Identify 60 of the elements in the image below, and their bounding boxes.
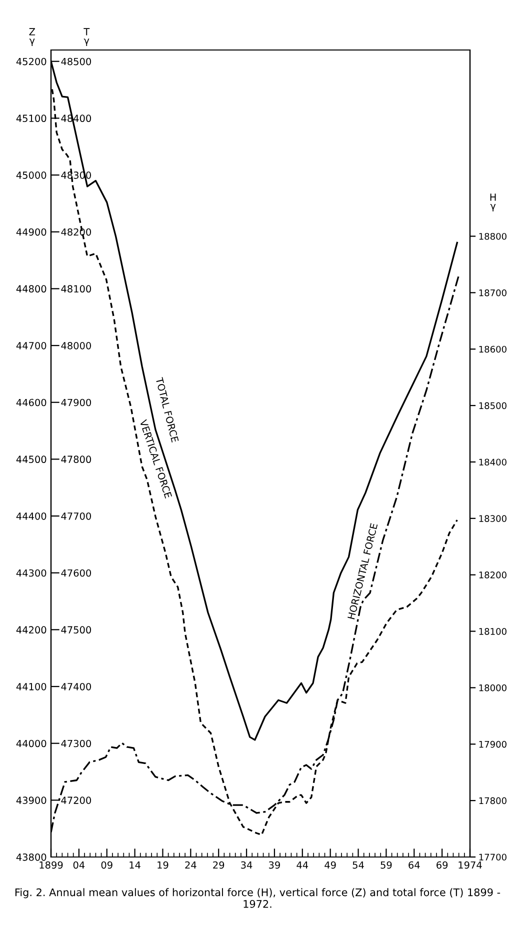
y2-tick-label: 48200 — [61, 228, 92, 236]
y-axis-title: Z γ — [29, 28, 36, 46]
y-tick-label: 44400 — [16, 512, 46, 520]
y2-tick-label: 47500 — [61, 626, 92, 634]
x-tick-label: 1974 — [458, 861, 482, 869]
y3-tick-label: 17800 — [479, 797, 506, 804]
y2-tick-label: 48500 — [61, 58, 92, 66]
y3-tick-label: 18600 — [479, 346, 506, 353]
x-tick-label: 14 — [130, 861, 140, 869]
y2-tick-label: 47400 — [61, 682, 92, 690]
x-tick-label: 49 — [324, 861, 336, 869]
x-tick-label: 69 — [436, 861, 448, 869]
y-tick-label: 44300 — [16, 569, 46, 577]
x-tick-label: 29 — [213, 861, 224, 869]
y-tick-label: 43800 — [16, 853, 46, 861]
y2-tick-label: 47600 — [61, 569, 92, 577]
y2-tick-label: 48000 — [61, 342, 92, 350]
y2-tick-label: 47200 — [61, 796, 92, 804]
y2-tick-label: 47800 — [61, 456, 92, 464]
y-tick-label: 44900 — [16, 228, 46, 236]
text: TOTAL FORCE — [156, 376, 179, 443]
x-tick-label: 64 — [408, 861, 420, 869]
y3-tick-label: 18100 — [479, 628, 506, 635]
x-tick-label: 34 — [241, 861, 252, 869]
y3-tick-label: 18700 — [479, 289, 506, 296]
x-tick-label: 24 — [185, 861, 196, 869]
y-tick-label: 44800 — [16, 285, 46, 293]
x-tick-label: 1899 — [40, 861, 63, 869]
y2-tick-label: 48100 — [61, 285, 92, 293]
y3-tick-label: 18000 — [479, 684, 506, 692]
x-tick-label: 54 — [352, 861, 364, 869]
y-tick-label: 44200 — [16, 626, 46, 634]
y3-tick-label: 18200 — [479, 572, 506, 578]
x-tick-label: 19 — [158, 861, 168, 869]
y-tick-label: 44100 — [16, 682, 46, 690]
y-tick-label: 44600 — [16, 398, 46, 406]
y-tick-label: 44700 — [16, 342, 46, 350]
y-tick-label: 45200 — [16, 58, 46, 66]
x-tick-label: 44 — [296, 861, 308, 869]
x-tick-label: 04 — [73, 861, 85, 869]
y3-axis-title: H γ — [490, 194, 496, 212]
x-tick-label: 59 — [380, 861, 392, 869]
x-tick-label: 09 — [101, 861, 112, 869]
x-tick-label: 39 — [269, 861, 280, 869]
y2-axis-title: T γ — [84, 28, 90, 46]
y-tick-label: 45100 — [16, 114, 46, 122]
y-tick-label: 44000 — [16, 740, 46, 748]
y3-tick-label: 18500 — [479, 402, 506, 410]
y-tick-label: 44500 — [16, 456, 46, 464]
y3-tick-label: 18800 — [479, 232, 506, 240]
y3-tick-label: 17900 — [479, 740, 506, 748]
y3-tick-label: 17700 — [479, 854, 506, 861]
y-tick-label: 43900 — [16, 796, 46, 804]
y-tick-label: 45000 — [16, 172, 46, 179]
y2-tick-label: 47300 — [61, 740, 92, 748]
y2-tick-label: 47900 — [61, 398, 92, 406]
text: Fig. 2. Annual mean values of horizontal force (H), vertical force (Z) and total force (T) 1899 - 1972. — [15, 888, 500, 908]
y3-tick-label: 18400 — [479, 458, 506, 466]
y2-tick-label: 47700 — [61, 512, 92, 520]
y3-tick-label: 18300 — [479, 515, 506, 522]
